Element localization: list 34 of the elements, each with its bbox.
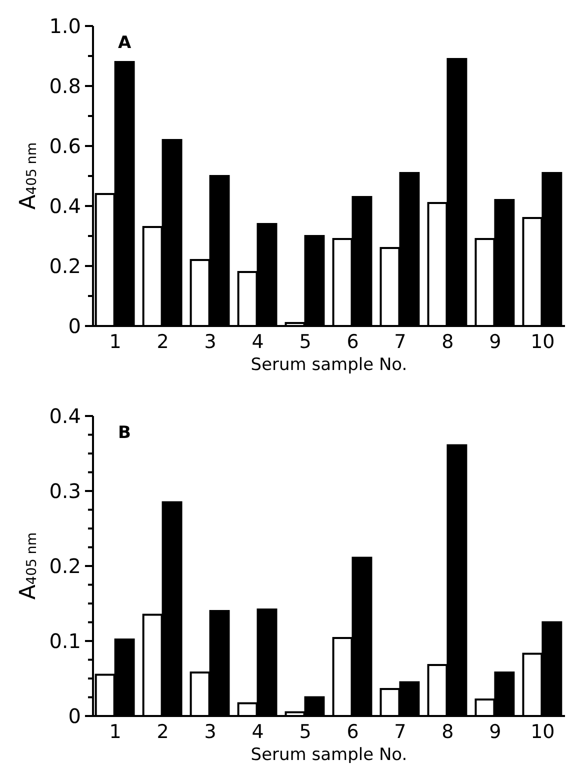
x-tick-label: 2: [156, 721, 169, 743]
y-tick-label: 0.6: [49, 134, 81, 158]
x-tick-label: 4: [252, 721, 264, 743]
x-tick-label: 7: [394, 721, 406, 743]
x-tick-label: 9: [489, 331, 502, 353]
x-tick-label: 10: [530, 331, 555, 353]
x-tick-label: 5: [299, 331, 312, 353]
x-tick-label: 3: [204, 331, 216, 353]
x-tick-label: 7: [394, 331, 406, 353]
x-tick-label: 6: [346, 721, 359, 743]
y-tick-label: 1.0: [49, 14, 81, 38]
x-axis-title: Serum sample No.: [250, 355, 408, 375]
x-tick-label: 6: [346, 331, 359, 353]
x-tick-label: 8: [442, 721, 454, 743]
x-tick-label: 2: [156, 331, 169, 353]
x-tick-label: 8: [442, 331, 454, 353]
x-tick-label: 10: [530, 721, 555, 743]
x-tick-label: 3: [204, 721, 216, 743]
annotation: B: [118, 423, 131, 443]
annotation: A: [118, 33, 132, 53]
x-tick-label: 4: [252, 331, 264, 353]
y-tick-label: 0.8: [49, 74, 81, 98]
y-tick-label: 0.4: [49, 404, 81, 428]
x-tick-label: 5: [299, 721, 312, 743]
y-tick-label: 0.1: [49, 629, 81, 653]
y-tick-label: 0: [68, 704, 81, 728]
y-tick-label: 0.2: [49, 254, 81, 278]
x-tick-label: 9: [489, 721, 502, 743]
y-tick-label: 0.3: [49, 479, 81, 503]
y-tick-label: 0: [68, 314, 81, 338]
x-tick-label: 1: [109, 721, 122, 743]
x-tick-label: 1: [109, 331, 122, 353]
y-tick-label: 0.4: [49, 194, 81, 218]
y-tick-label: 0.2: [49, 554, 81, 578]
